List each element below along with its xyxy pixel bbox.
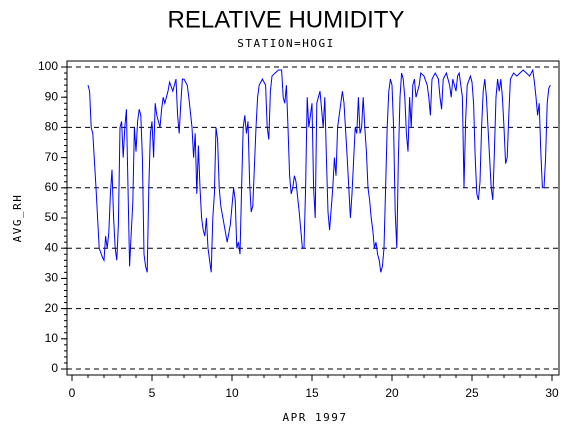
y-tick-label: 70 <box>45 150 59 164</box>
x-axis-label: APR 1997 <box>283 411 348 424</box>
y-tick-label: 30 <box>45 271 59 285</box>
y-tick-label: 80 <box>45 120 59 134</box>
x-tick-label: 20 <box>385 386 399 400</box>
chart-subtitle: STATION=HOGI <box>237 37 334 50</box>
x-tick-label: 0 <box>69 386 76 400</box>
y-tick-label: 90 <box>45 89 59 103</box>
y-tick-label: 40 <box>45 240 59 254</box>
y-tick-label: 100 <box>38 59 58 73</box>
y-tick-label: 10 <box>45 331 59 345</box>
x-tick-label: 5 <box>149 386 156 400</box>
x-tick-label: 30 <box>545 386 559 400</box>
y-tick-label: 20 <box>45 301 59 315</box>
y-axis-label: AVG_RH <box>11 194 24 243</box>
x-tick-label: 15 <box>305 386 319 400</box>
y-tick-label: 50 <box>45 210 59 224</box>
y-tick-label: 60 <box>45 180 59 194</box>
x-tick-label: 25 <box>465 386 479 400</box>
y-tick-label: 0 <box>51 361 58 375</box>
chart-title: RELATIVE HUMIDITY <box>168 6 405 33</box>
plot-frame <box>66 60 560 376</box>
x-tick-label: 10 <box>225 386 239 400</box>
data-line <box>87 68 551 273</box>
